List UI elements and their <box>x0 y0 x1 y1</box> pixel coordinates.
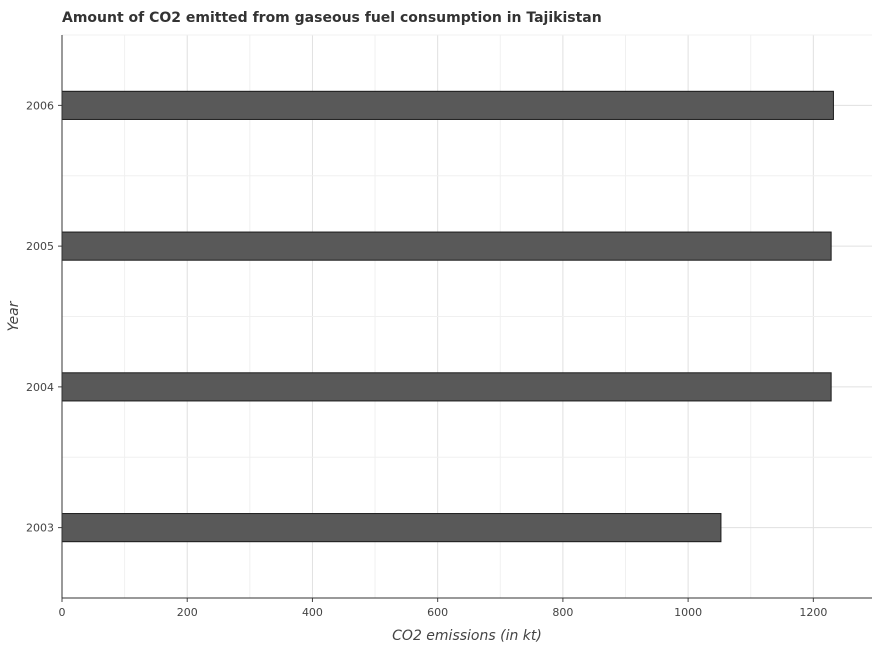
bar-2006 <box>61 90 834 120</box>
chart-title: Amount of CO2 emitted from gaseous fuel … <box>62 10 602 26</box>
bar-2003 <box>61 513 722 543</box>
axis-layer: 2003 2004 2005 2006 0 200 400 600 800 1000 1200 <box>26 35 872 619</box>
y-axis-title: Year <box>6 300 22 331</box>
x-tick-label: 1200 <box>799 606 827 619</box>
x-tick-label: 0 <box>59 606 66 619</box>
bar-2005 <box>61 231 832 261</box>
x-tick-label: 200 <box>177 606 198 619</box>
x-tick-label: 1000 <box>674 606 702 619</box>
y-tick-label: 2006 <box>26 99 54 112</box>
bar-2004 <box>61 372 832 402</box>
y-tick-label: 2005 <box>26 240 54 253</box>
x-tick-label: 600 <box>427 606 448 619</box>
x-tick-label: 400 <box>302 606 323 619</box>
y-tick-label: 2004 <box>26 381 54 394</box>
bar-layer <box>61 90 834 543</box>
x-axis-title: CO2 emissions (in kt) <box>392 628 542 644</box>
y-tick-label: 2003 <box>26 522 54 535</box>
x-tick-label: 800 <box>552 606 573 619</box>
